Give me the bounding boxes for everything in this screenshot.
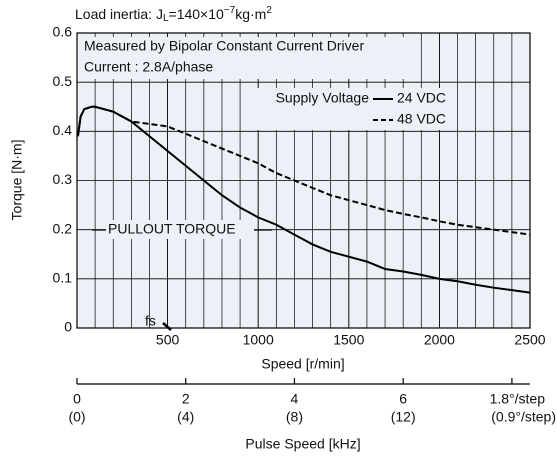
x2-tick-sublabel: (4) [177, 409, 194, 425]
legend-label: 24 VDC [397, 90, 446, 106]
x2-tick-sublabel: (0) [68, 409, 85, 425]
x2-tick-sublabel: (0.9°/step) [491, 409, 556, 425]
curves [76, 105, 531, 294]
series-line [76, 105, 531, 236]
x-tick-label: 2500 [514, 332, 545, 348]
x-tick-label: 1500 [333, 332, 364, 348]
legend-title: Supply Voltage [276, 90, 370, 106]
fs-marker [162, 322, 172, 331]
note-background [80, 37, 405, 79]
y-tick-label: 0.3 [53, 171, 73, 187]
annotation: Measured by Bipolar Constant Current Dri… [84, 38, 364, 54]
annotation: Current : 2.8A/phase [84, 59, 213, 75]
x-tick-label: 2000 [424, 332, 455, 348]
annotation: fs [145, 313, 156, 329]
x2-tick-label: 1.8°/step [490, 391, 546, 407]
y-tick-label: 0.2 [53, 220, 73, 236]
x2-tick-label: 2 [182, 391, 190, 407]
y-axis-label: Torque [N·m] [9, 140, 25, 221]
x-axis-label: Speed [r/min] [261, 356, 344, 372]
plot-frame [76, 32, 531, 329]
load-inertia: Load inertia: JL=140×10−7kg·m2 [75, 5, 272, 24]
legend-label: 48 VDC [397, 111, 446, 127]
y-tick-label: 0 [64, 319, 72, 335]
series-line [76, 105, 531, 294]
x2-axis-label: Pulse Speed [kHz] [245, 436, 360, 452]
y-tick-label: 0.4 [53, 122, 73, 138]
y-tick-label: 0.5 [53, 73, 73, 89]
x-tick-label: 1000 [243, 332, 274, 348]
legend-background [250, 88, 450, 130]
x2-tick-sublabel: (8) [286, 409, 303, 425]
x2-tick-label: 0 [73, 391, 81, 407]
annotation: PULLOUT TORQUE [108, 221, 236, 237]
x-tick-label: 500 [156, 332, 180, 348]
y-tick-label: 0.6 [53, 24, 73, 40]
x2-tick-sublabel: (12) [391, 409, 416, 425]
annotation-background [106, 220, 254, 239]
x2-tick-label: 6 [399, 391, 407, 407]
y-tick-label: 0.1 [53, 270, 73, 286]
x2-tick-label: 4 [291, 391, 299, 407]
labels: Measured by Bipolar Constant Current Dri… [9, 5, 450, 452]
